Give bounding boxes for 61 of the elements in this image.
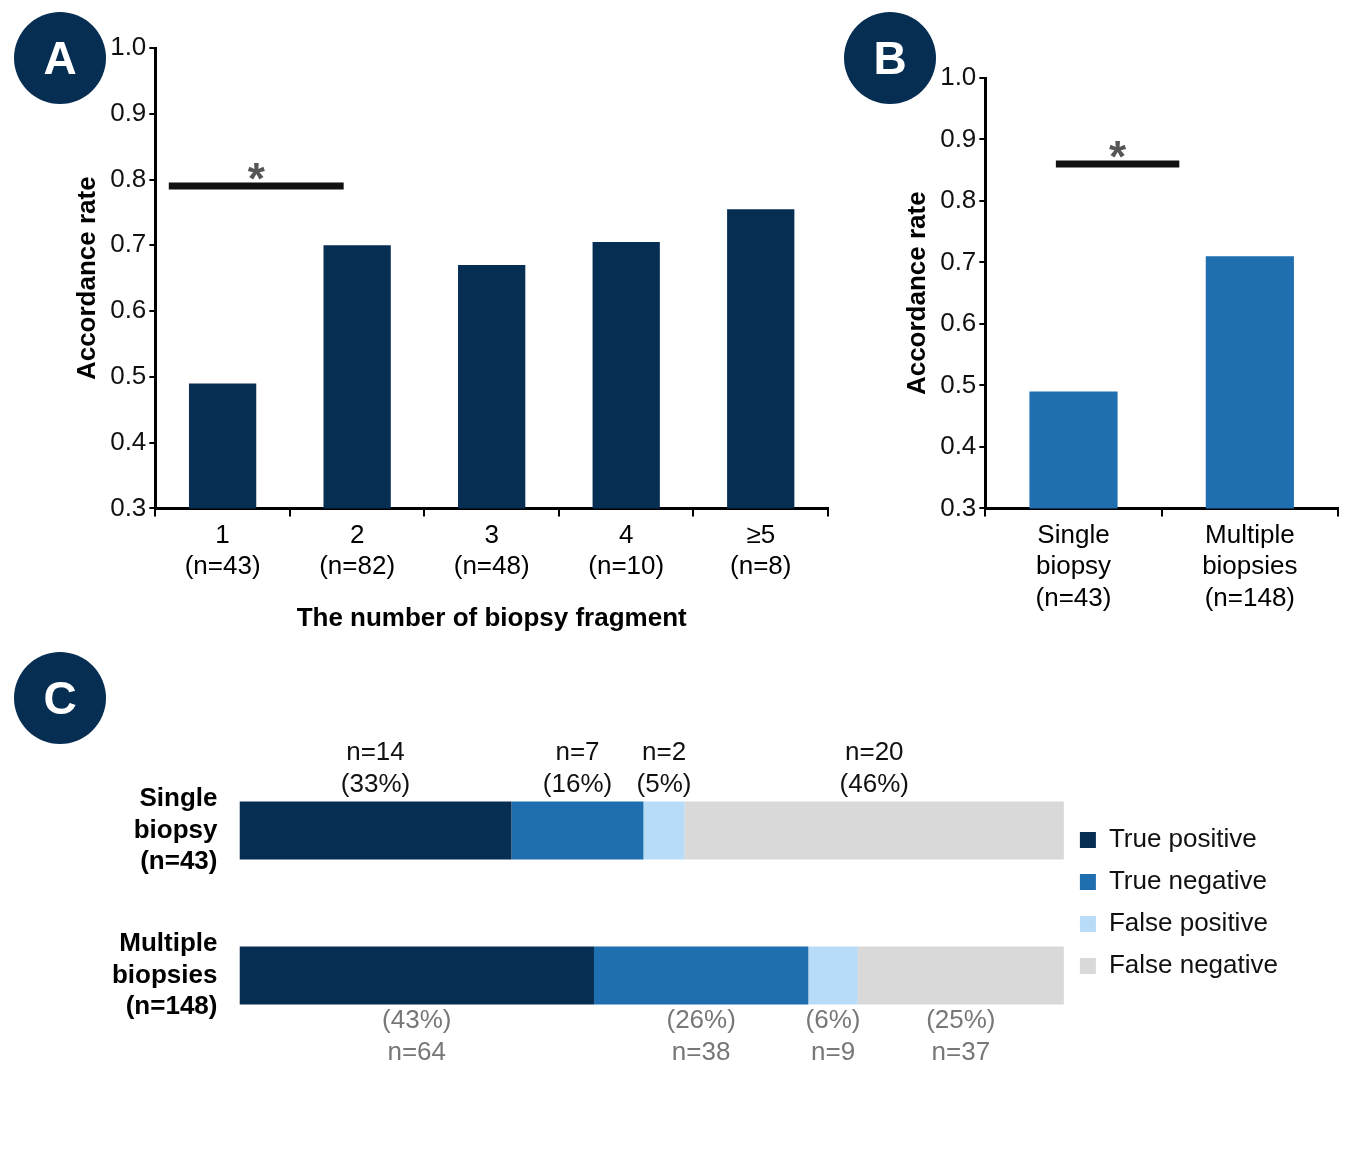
x-tick-label: 4 (n=10) bbox=[588, 519, 665, 581]
y-axis-title: Accordance rate bbox=[900, 191, 931, 396]
y-tick-label: 0.9 bbox=[110, 96, 147, 127]
x-tick-label: ≥5 (n=8) bbox=[730, 519, 792, 581]
bar bbox=[684, 801, 1064, 860]
y-tick-label: 0.7 bbox=[940, 245, 977, 276]
legend-label: True negative bbox=[1108, 865, 1267, 896]
legend-label: False positive bbox=[1108, 907, 1268, 938]
bar bbox=[857, 946, 1064, 1005]
y-tick-label: 0.7 bbox=[110, 228, 147, 259]
chart-title: B bbox=[844, 12, 936, 104]
annotation: n=2 bbox=[642, 735, 687, 766]
y-tick-label: 0.3 bbox=[110, 491, 147, 522]
annotation: n=9 bbox=[811, 1035, 856, 1066]
bar bbox=[511, 801, 644, 860]
y-tick-label: 0.8 bbox=[940, 184, 977, 215]
data-label: (33%) bbox=[340, 767, 411, 798]
y-tick-label: Single biopsy (n=43) bbox=[133, 782, 218, 875]
y-tick-label: 0.5 bbox=[940, 368, 977, 399]
legend-label: True positive bbox=[1108, 823, 1257, 854]
bar bbox=[593, 946, 809, 1005]
y-tick-label: 1.0 bbox=[940, 61, 977, 92]
y-tick-label: 0.5 bbox=[110, 360, 147, 391]
chart-title: C bbox=[14, 652, 106, 744]
y-tick-label: 1.0 bbox=[110, 31, 147, 62]
y-tick-label: 0.6 bbox=[940, 307, 977, 338]
data-label: (6%) bbox=[805, 1003, 861, 1034]
chart-title: A bbox=[14, 12, 106, 104]
data-label: (16%) bbox=[542, 767, 613, 798]
annotation: n=7 bbox=[555, 735, 600, 766]
y-tick-label: 0.9 bbox=[940, 122, 977, 153]
y-tick-label: 0.4 bbox=[940, 430, 977, 461]
data-label: (5%) bbox=[636, 767, 692, 798]
x-tick-label: 1 (n=43) bbox=[184, 519, 261, 581]
y-tick-label: 0.8 bbox=[110, 162, 147, 193]
data-label: (46%) bbox=[839, 767, 909, 798]
x-tick-label: Single biopsy (n=43) bbox=[1035, 519, 1112, 612]
data-label: (25%) bbox=[926, 1003, 996, 1034]
y-tick-label: Multiple biopsies (n=148) bbox=[111, 927, 218, 1020]
y-tick-label: 0.4 bbox=[110, 425, 147, 456]
x-tick-label: 3 (n=48) bbox=[453, 519, 530, 581]
bar bbox=[808, 946, 858, 1005]
annotation: * bbox=[247, 154, 266, 204]
y-tick-label: 0.3 bbox=[940, 491, 977, 522]
bar bbox=[239, 946, 594, 1005]
annotation: n=20 bbox=[844, 735, 904, 766]
annotation: n=64 bbox=[387, 1035, 447, 1066]
data-label: (26%) bbox=[666, 1003, 736, 1034]
data-label: (43%) bbox=[382, 1003, 452, 1034]
annotation: n=38 bbox=[671, 1035, 731, 1066]
annotation: n=14 bbox=[346, 735, 405, 766]
bar bbox=[239, 801, 512, 860]
x-axis-title: The number of biopsy fragment bbox=[296, 601, 688, 632]
annotation: * bbox=[1109, 132, 1128, 182]
y-axis-title: Accordance rate bbox=[70, 176, 101, 381]
legend-label: False negative bbox=[1108, 949, 1279, 980]
annotation: n=37 bbox=[931, 1035, 991, 1066]
bar bbox=[643, 801, 685, 860]
x-tick-label: 2 (n=82) bbox=[319, 519, 396, 581]
y-tick-label: 0.6 bbox=[110, 294, 147, 325]
x-tick-label: Multiple biopsies (n=148) bbox=[1202, 519, 1298, 612]
